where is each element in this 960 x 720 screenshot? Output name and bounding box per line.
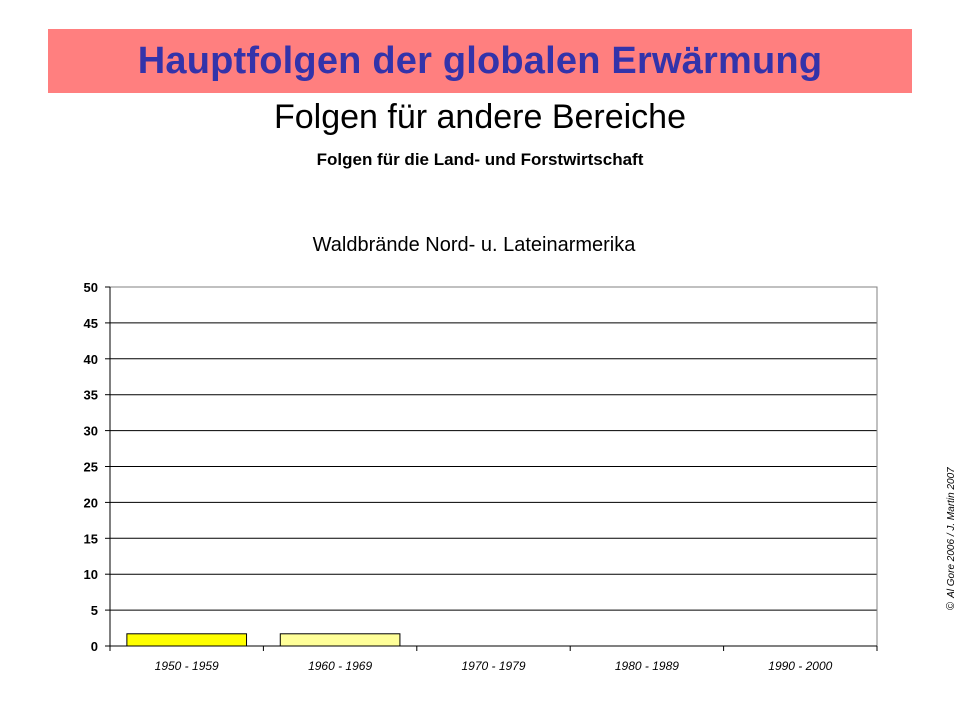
page-title: Hauptfolgen der globalen Erwärmung (137, 39, 823, 82)
x-tick-label: 1970 - 1979 (461, 659, 525, 673)
chart-title: Waldbrände Nord- u. Lateinarmerika (313, 234, 637, 256)
gridlines (110, 286, 877, 611)
y-tick-label: 50 (84, 280, 98, 295)
y-tick-label: 30 (84, 424, 98, 439)
y-tick-labels: 0 5 10 15 20 25 30 35 40 45 50 (84, 280, 98, 654)
bars (126, 633, 401, 647)
y-tick-label: 0 (91, 639, 98, 654)
bar (279, 633, 401, 647)
x-tick-label: 1960 - 1969 (308, 659, 372, 673)
y-tick-label: 5 (91, 603, 98, 618)
x-tick-label: 1990 - 2000 (768, 659, 832, 673)
y-tick-label: 45 (84, 316, 98, 331)
section-subsubtitle: Folgen für die Land- und Forstwirtschaft (316, 150, 644, 169)
bar (126, 633, 248, 647)
y-tick-label: 25 (84, 460, 98, 475)
copyright-icon: © (945, 601, 957, 610)
y-tick-label: 15 (84, 531, 98, 546)
y-tick-label: 35 (84, 388, 98, 403)
x-tick-label: 1980 - 1989 (615, 659, 679, 673)
title-banner: Hauptfolgen der globalen Erwärmung (48, 29, 912, 93)
y-tick-label: 40 (84, 352, 98, 367)
x-tick-label: 1950 - 1959 (155, 659, 219, 673)
section-subtitle: Folgen für andere Bereiche (273, 98, 687, 136)
y-tick-label: 20 (84, 495, 98, 510)
copyright-text: Al Gore 2006 / J. Martin 2007 (945, 467, 957, 598)
copyright-note: © Al Gore 2006 / J. Martin 2007 (945, 467, 957, 610)
x-tick-labels: 1950 - 1959 1960 - 1969 1970 - 1979 1980 - … (155, 659, 833, 673)
y-tick-label: 10 (84, 567, 98, 582)
axes (105, 286, 878, 651)
